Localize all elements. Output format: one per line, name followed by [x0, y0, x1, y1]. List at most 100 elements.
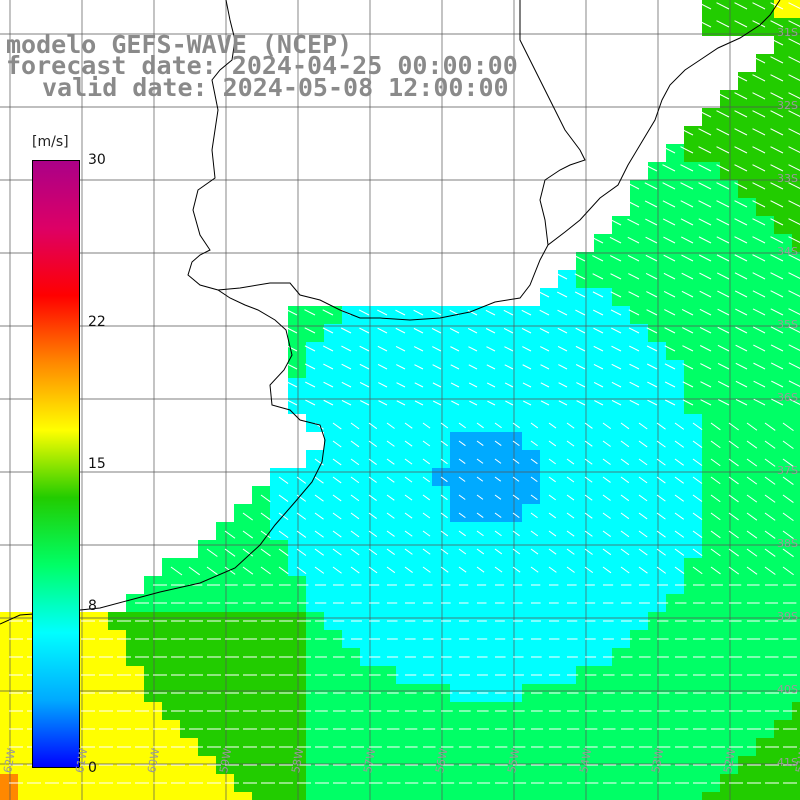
wind-vector	[368, 476, 377, 483]
wind-vector	[422, 530, 431, 537]
wind-vector	[432, 382, 442, 388]
wind-vector	[699, 272, 712, 280]
wind-vector	[662, 164, 676, 172]
wind-speed-cell	[540, 792, 558, 800]
wind-vector	[584, 422, 593, 429]
wind-vector	[692, 476, 703, 484]
wind-vector	[656, 566, 667, 574]
wind-vector	[584, 494, 593, 501]
wind-vector	[746, 566, 758, 575]
wind-vector	[323, 399, 334, 406]
latitude-label: 32S	[777, 99, 798, 112]
wind-vector	[782, 512, 794, 521]
wind-vector	[735, 344, 748, 352]
wind-vector	[646, 291, 658, 298]
wind-vector	[638, 422, 648, 430]
wind-vector	[593, 327, 604, 334]
wind-vector	[716, 218, 730, 226]
wind-vector	[716, 2, 730, 10]
wind-speed-cell	[432, 792, 450, 800]
wind-vector	[278, 566, 289, 575]
wind-vector	[752, 20, 766, 28]
wind-vector	[645, 254, 658, 262]
wind-vector	[539, 327, 550, 334]
wind-vector	[432, 400, 442, 406]
wind-vector	[788, 344, 800, 352]
wind-vector	[574, 273, 586, 280]
wind-vector	[662, 146, 676, 154]
wind-vector	[206, 548, 218, 557]
wind-vector	[752, 146, 766, 154]
wind-vector	[716, 182, 730, 190]
wind-vector	[681, 254, 694, 262]
wind-vector	[638, 566, 648, 574]
wind-vector	[710, 422, 721, 431]
wind-vector	[611, 363, 622, 370]
wind-vector	[440, 530, 449, 537]
wind-vector	[620, 512, 630, 520]
wind-vector	[540, 400, 550, 406]
wind-vector	[368, 512, 377, 519]
wind-speed-cell	[738, 792, 756, 800]
wind-vector	[782, 494, 794, 503]
wind-vector	[770, 146, 784, 154]
colorbar-tick-label: 30	[88, 152, 106, 168]
wind-vector	[628, 273, 640, 280]
wind-vector	[770, 164, 784, 172]
wind-vector	[340, 327, 352, 334]
wind-vector	[682, 345, 694, 352]
wind-vector	[656, 530, 666, 538]
wind-speed-cell	[792, 162, 800, 180]
wind-vector	[368, 422, 378, 430]
wind-speed-cell	[630, 792, 648, 800]
wind-vector	[368, 440, 377, 447]
wind-vector	[770, 200, 784, 208]
wind-vector	[521, 309, 532, 316]
wind-vector	[350, 530, 360, 538]
wind-vector	[458, 530, 466, 537]
wind-vector	[770, 92, 784, 100]
wind-vector	[224, 548, 236, 557]
wind-vector	[440, 422, 449, 429]
wind-vector	[548, 494, 556, 501]
wind-vector	[566, 476, 575, 483]
wind-vector	[638, 494, 648, 502]
wind-vector	[575, 309, 586, 316]
wind-vector	[386, 422, 395, 429]
wind-vector	[591, 236, 604, 244]
wind-speed-cell	[792, 360, 800, 378]
wind-vector	[717, 326, 730, 334]
wind-vector	[638, 530, 648, 538]
wind-vector	[638, 548, 648, 556]
wind-vector	[458, 476, 466, 482]
wind-vector	[620, 476, 630, 484]
wind-speed-cell	[792, 792, 800, 800]
wind-speed-cell	[666, 792, 684, 800]
wind-vector	[674, 422, 685, 430]
wind-vector	[530, 440, 538, 447]
wind-vector	[627, 218, 640, 226]
wind-vector	[504, 346, 514, 352]
wind-vector	[494, 440, 502, 446]
wind-vector	[574, 255, 586, 262]
wind-vector	[539, 291, 550, 298]
wind-vector	[656, 476, 666, 484]
wind-speed-cell	[792, 144, 800, 162]
wind-vector	[710, 548, 721, 557]
wind-vector	[728, 530, 739, 539]
wind-vector	[620, 548, 630, 556]
wind-vector	[440, 440, 448, 447]
wind-vector	[386, 566, 396, 574]
wind-vector	[350, 566, 360, 574]
wind-speed-cell	[792, 216, 800, 234]
wind-vector	[530, 476, 538, 483]
wind-vector	[242, 566, 254, 575]
wind-vector	[602, 512, 611, 519]
wind-vector	[782, 440, 794, 450]
wind-speed-cell	[792, 450, 800, 468]
wind-vector	[404, 422, 413, 429]
wind-vector	[770, 182, 784, 190]
wind-vector	[735, 326, 748, 334]
wind-vector	[422, 494, 431, 501]
